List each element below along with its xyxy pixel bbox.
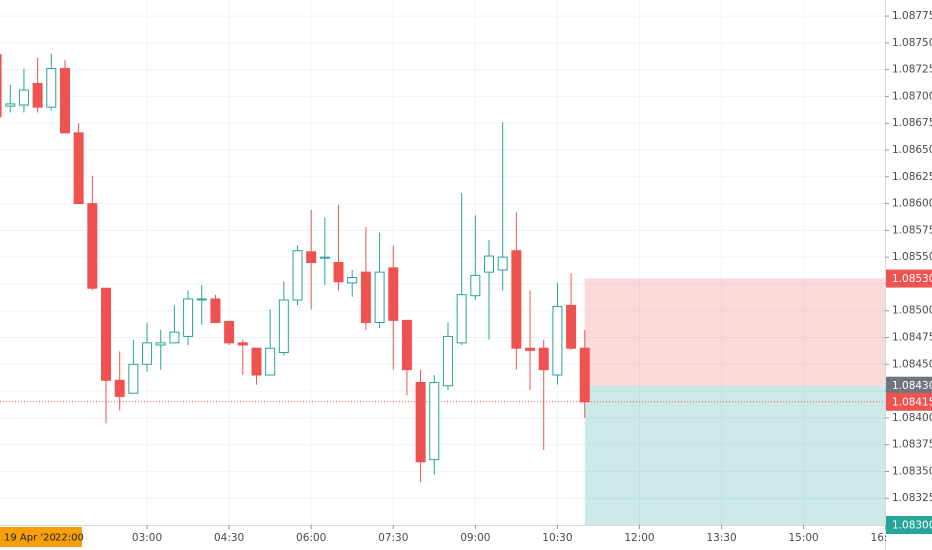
y-tick-label: 1.08375 <box>892 439 932 451</box>
y-tick-label: 1.08775 <box>892 10 932 22</box>
candle-body <box>183 298 194 337</box>
y-tick-label: 1.08600 <box>892 198 932 210</box>
y-tick-label: 1.08500 <box>892 305 932 317</box>
x-tick-label: 13:30 <box>706 532 736 544</box>
time-axis-bg <box>0 525 885 550</box>
candle-body <box>196 298 207 301</box>
x-tick-label: 07:30 <box>378 532 408 544</box>
candle-body <box>306 251 317 264</box>
y-tick-label: 1.08625 <box>892 171 932 183</box>
entry-badge-label: 1.08430 <box>892 380 932 392</box>
y-tick-label: 1.08675 <box>892 117 932 129</box>
candle-body <box>484 255 495 273</box>
candle-body <box>333 262 344 283</box>
candle-body <box>224 320 235 344</box>
candle-body <box>169 331 180 344</box>
entry-badge <box>886 376 932 395</box>
candle-body <box>566 304 577 349</box>
y-tick-label: 1.08325 <box>892 492 932 504</box>
stop-zone <box>584 278 885 386</box>
candle-body <box>497 256 508 271</box>
candle-body <box>251 347 262 376</box>
stop-badge <box>886 269 932 288</box>
candle-body <box>5 103 16 107</box>
crosshair-time: 22:00 <box>55 533 84 544</box>
candle-body <box>388 267 399 321</box>
target-badge-label: 1.08300 <box>892 520 932 532</box>
candle-body <box>579 347 590 403</box>
y-tick-label: 1.08650 <box>892 144 932 156</box>
x-tick-label: 06:00 <box>296 532 326 544</box>
x-tick-label: 10:30 <box>542 532 572 544</box>
candle-body <box>18 89 29 106</box>
x-tick-label: 04:30 <box>214 532 244 544</box>
candle-body <box>552 305 563 376</box>
candle-body <box>101 287 112 381</box>
candle-body <box>59 68 70 134</box>
plot <box>0 0 885 525</box>
x-tick-label: 12:00 <box>624 532 654 544</box>
candle-body <box>429 382 440 461</box>
candle-body <box>470 274 481 297</box>
candle-body <box>142 342 153 365</box>
candle-body <box>442 335 453 387</box>
y-tick-label: 1.08575 <box>892 224 932 236</box>
candle-body <box>538 347 549 371</box>
candle-body <box>114 379 125 397</box>
candle-body <box>401 319 412 371</box>
target-badge <box>886 516 932 534</box>
y-tick-label: 1.08350 <box>892 465 932 477</box>
candle-body <box>265 347 276 376</box>
y-tick-label: 1.08700 <box>892 90 932 102</box>
candle-body <box>525 347 536 351</box>
candle-body <box>210 298 221 323</box>
candle-body <box>511 250 522 349</box>
y-tick-label: 1.08450 <box>892 358 932 370</box>
x-tick-label: 15:00 <box>788 532 818 544</box>
last-price-badge <box>886 392 932 411</box>
candle-body <box>0 54 2 118</box>
candle-body <box>46 68 57 108</box>
candle-body <box>278 299 289 353</box>
y-tick-label: 1.08475 <box>892 332 932 344</box>
candle-body <box>73 132 84 205</box>
candle-body <box>319 256 330 259</box>
x-tick-label: 03:00 <box>132 532 162 544</box>
candle-body <box>374 271 385 323</box>
crosshair-date-box <box>0 527 82 547</box>
stop-badge-label: 1.08530 <box>892 273 932 285</box>
candle-body <box>347 277 358 284</box>
candle-body <box>292 250 303 301</box>
target-zone <box>584 385 885 525</box>
y-tick-label: 1.08750 <box>892 37 932 49</box>
crosshair-date: 19 Apr '20 <box>4 533 56 544</box>
candle-body <box>87 203 98 289</box>
candle-body <box>237 342 248 346</box>
y-tick-label: 1.08550 <box>892 251 932 263</box>
candle-body <box>155 342 166 346</box>
y-tick-label: 1.08400 <box>892 412 932 424</box>
x-tick-label: 09:00 <box>460 532 490 544</box>
candle-body <box>32 83 43 108</box>
y-tick-label: 1.08725 <box>892 64 932 76</box>
candle-body <box>128 363 139 394</box>
candle-body <box>360 271 371 323</box>
candle-body <box>456 294 467 344</box>
last-price-badge-label: 1.08415 <box>892 396 932 408</box>
candle-body <box>415 382 426 463</box>
